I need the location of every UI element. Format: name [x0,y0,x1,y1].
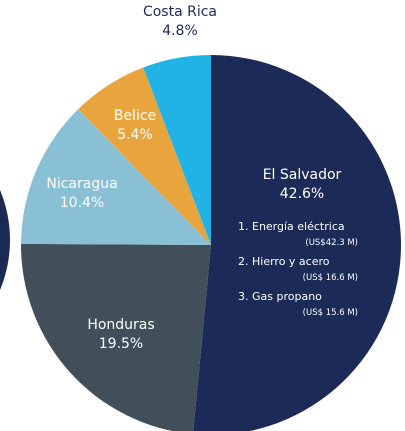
annotation-amount: (US$ 15.6 M) [302,308,358,318]
annotation-label: 2. Hierro y acero [238,255,330,268]
value-label: 4.8% [162,23,198,39]
annotation-amount: (US$ 16.6 M) [302,273,358,283]
pie-slice [78,67,212,246]
pie-slice [143,55,211,245]
pie-slice [21,243,211,431]
category-name: Honduras [87,317,155,333]
value-label: 10.4% [59,195,105,211]
slice-label: Honduras 19.5% [61,316,181,354]
slice-label: Nicaragua 10.4% [32,175,132,213]
annotation-amount: (US$42.3 M) [305,238,358,248]
category-name: Costa Rica [142,4,218,20]
value-label: 5.4% [117,127,153,143]
category-name: Nicaragua [46,176,118,192]
value-label: 19.5% [98,336,144,352]
adjacent-chart-edge [0,190,10,290]
pie-slice [193,55,401,431]
annotation-label: 1. Energía eléctrica [238,220,345,233]
pie [21,55,401,431]
slice-label: El Salvador 42.6% [232,166,372,204]
slice-label: Costa Rica 4.8% [140,3,220,41]
category-name: El Salvador [262,167,342,183]
annotation-label: 3. Gas propano [238,290,322,303]
slice-label: Belice 5.4% [95,107,175,145]
value-label: 42.6% [279,186,325,202]
category-name: Belice [113,108,157,124]
pie-slice [21,109,212,245]
